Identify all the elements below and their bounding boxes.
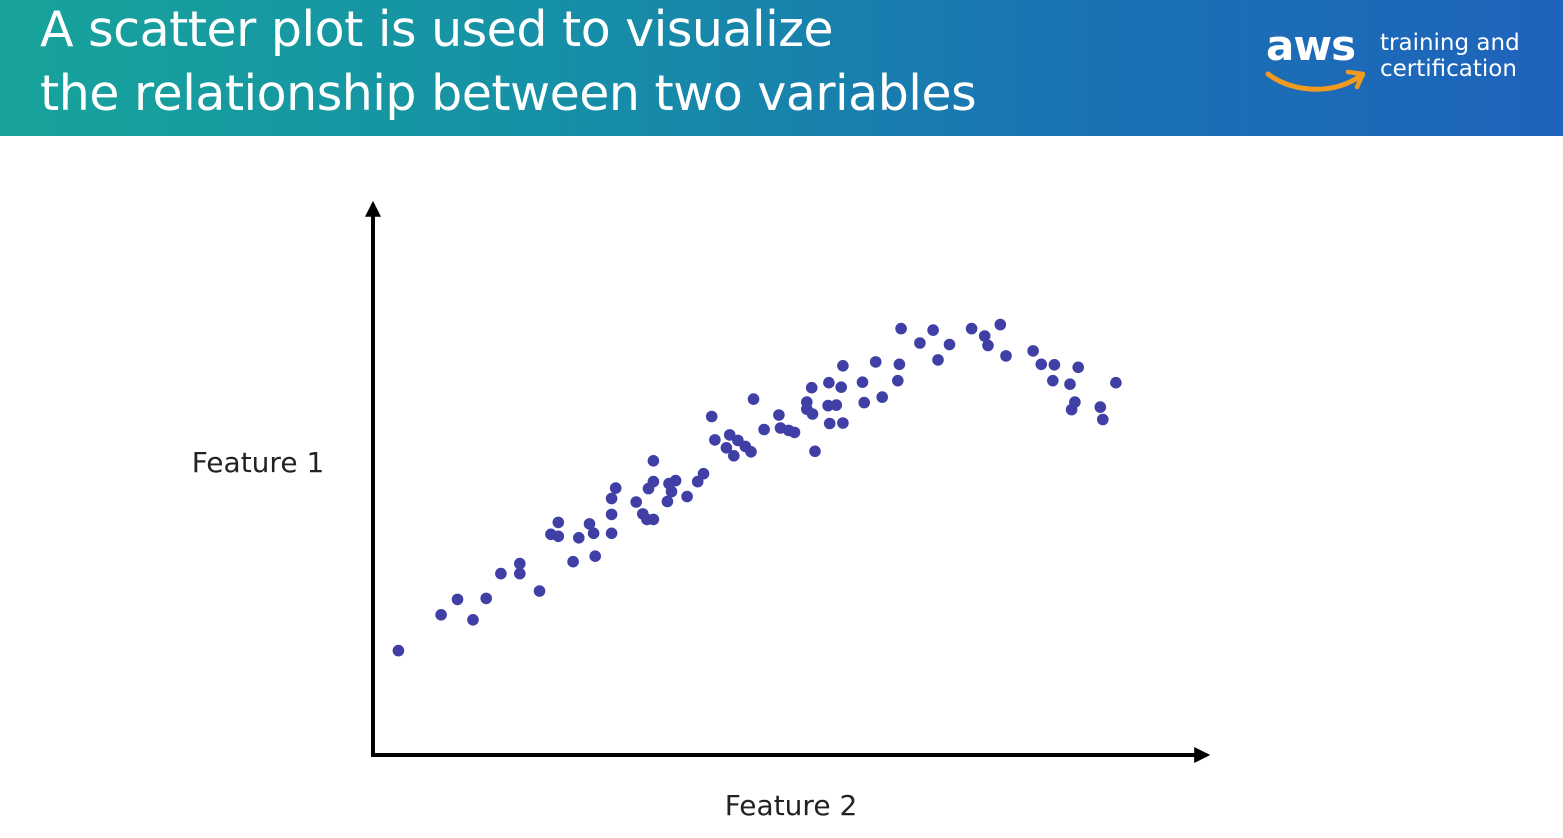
scatter-point-49 xyxy=(788,426,801,439)
scatter-point-64 xyxy=(869,356,882,368)
scatter-point-77 xyxy=(1000,350,1012,362)
scatter-point-79 xyxy=(1035,358,1048,371)
scatter-point-82 xyxy=(1064,378,1076,390)
scatter-point-52 xyxy=(805,381,818,394)
scatter-point-62 xyxy=(856,376,869,388)
logo-tagline-line-2: certification xyxy=(1380,56,1517,82)
scatter-point-72 xyxy=(943,338,956,351)
scatter-point-73 xyxy=(965,322,978,335)
scatter-point-3 xyxy=(451,593,464,606)
scatter-point-13 xyxy=(567,555,579,568)
scatter-point-65 xyxy=(876,391,888,403)
scatter-point-45 xyxy=(758,423,770,436)
scatter-point-26 xyxy=(647,475,660,488)
scatter-point-37 xyxy=(709,434,721,446)
scatter-point-53 xyxy=(806,408,819,420)
scatter-point-18 xyxy=(605,527,618,540)
scatter-point-44 xyxy=(747,393,760,405)
aws-training-logo: aws training and certification xyxy=(1264,22,1544,102)
scatter-point-61 xyxy=(837,360,849,372)
scatter-point-74 xyxy=(978,330,991,342)
scatter-point-80 xyxy=(1047,374,1059,387)
scatter-point-87 xyxy=(1097,413,1109,426)
scatter-point-31 xyxy=(665,485,678,498)
scatter-point-67 xyxy=(893,358,906,371)
x-axis-label: Feature 2 xyxy=(725,789,858,822)
scatter-point-11 xyxy=(552,516,565,529)
scatter-point-12 xyxy=(552,530,565,543)
scatter-point-71 xyxy=(932,354,944,366)
scatter-point-54 xyxy=(809,445,821,458)
scatter-point-32 xyxy=(669,474,682,487)
scatter-point-43 xyxy=(745,446,757,458)
scatter-chart: Feature 1 Feature 2 xyxy=(192,200,1211,822)
slide-title-line-1: A scatter plot is used to visualize xyxy=(40,1,834,58)
scatter-point-15 xyxy=(583,518,596,530)
scatter-point-63 xyxy=(858,396,870,409)
scatter-point-14 xyxy=(573,532,585,544)
scatter-point-19 xyxy=(605,508,618,521)
scatter-point-7 xyxy=(514,567,526,580)
points-layer xyxy=(392,318,1122,657)
slide-title-line-2: the relationship between two variables xyxy=(40,65,977,122)
scatter-point-85 xyxy=(1072,361,1084,374)
scatter-point-68 xyxy=(895,322,907,335)
scatter-point-6 xyxy=(495,567,507,580)
scatter-point-57 xyxy=(823,417,836,430)
scatter-point-46 xyxy=(773,409,785,421)
scatter-point-69 xyxy=(914,337,926,349)
scatter-point-4 xyxy=(467,614,479,626)
scatter-point-27 xyxy=(647,513,660,526)
logo-tagline: training and certification xyxy=(1380,30,1520,82)
scatter-point-35 xyxy=(697,467,710,480)
scatter-point-29 xyxy=(661,495,674,508)
scatter-point-78 xyxy=(1027,345,1039,357)
scatter-point-1 xyxy=(392,644,405,657)
scatter-point-36 xyxy=(705,410,718,423)
slide-header: A scatter plot is used to visualize the … xyxy=(0,0,1563,136)
scatter-point-38 xyxy=(720,442,733,454)
scatter-point-5 xyxy=(480,592,493,605)
scatter-point-21 xyxy=(609,482,622,494)
scatter-point-9 xyxy=(533,585,546,597)
y-axis-label: Feature 1 xyxy=(192,446,325,479)
scatter-point-75 xyxy=(982,339,994,352)
scatter-point-28 xyxy=(647,455,660,467)
scatter-point-59 xyxy=(835,381,847,393)
scatter-point-60 xyxy=(837,417,849,429)
amazon-smile-arrow-icon xyxy=(1265,69,1366,92)
scatter-point-16 xyxy=(587,527,600,540)
scatter-point-55 xyxy=(822,399,834,412)
scatter-point-58 xyxy=(830,399,843,411)
scatter-point-2 xyxy=(435,609,447,621)
scatter-point-22 xyxy=(630,496,642,508)
scatter-point-70 xyxy=(927,324,939,336)
scatter-point-56 xyxy=(823,376,835,389)
scatter-point-81 xyxy=(1048,359,1061,371)
scatter-point-40 xyxy=(728,450,740,462)
scatter-point-17 xyxy=(589,550,601,562)
scatter-point-8 xyxy=(514,557,526,570)
aws-wordmark: aws xyxy=(1266,21,1356,70)
scatter-point-86 xyxy=(1094,401,1107,413)
scatter-point-20 xyxy=(605,492,618,505)
scatter-point-66 xyxy=(892,374,904,387)
slide-title: A scatter plot is used to visualize the … xyxy=(40,0,977,126)
scatter-point-84 xyxy=(1069,396,1081,408)
logo-tagline-line-1: training and xyxy=(1380,30,1520,56)
scatter-point-39 xyxy=(723,429,736,441)
scatter-point-88 xyxy=(1110,376,1122,389)
scatter-point-76 xyxy=(994,318,1007,331)
scatter-point-33 xyxy=(681,490,693,503)
